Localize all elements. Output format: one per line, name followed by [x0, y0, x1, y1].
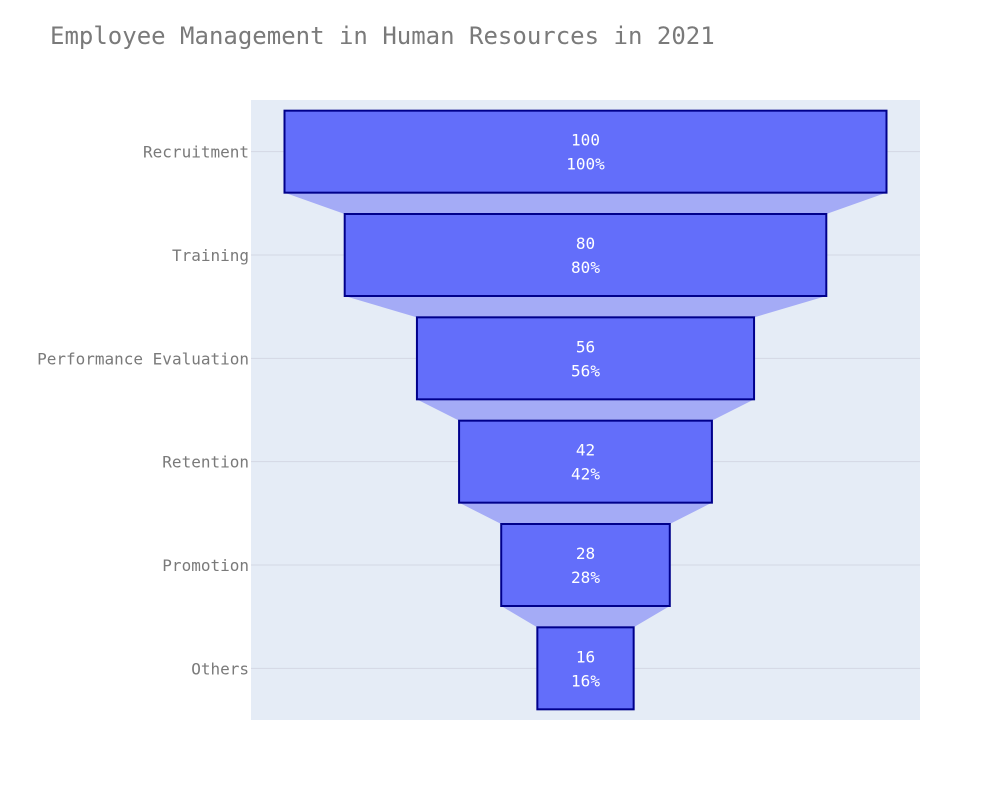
bar-percent-label: 42%: [571, 465, 600, 484]
funnel-connector: [344, 296, 827, 318]
bar-value-label: 80: [576, 234, 595, 253]
bar-value-label: 42: [576, 441, 595, 460]
bar-value-label: 16: [576, 647, 595, 666]
chart-title: Employee Management in Human Resources i…: [50, 22, 715, 50]
bar-percent-label: 16%: [571, 671, 600, 690]
funnel-connector: [416, 399, 755, 421]
bar-percent-label: 28%: [571, 568, 600, 587]
y-tick-label: Performance Evaluation: [37, 349, 249, 368]
funnel-bar: [458, 419, 713, 504]
funnel-bar: [283, 109, 888, 194]
funnel-connector: [501, 606, 670, 628]
y-tick-label: Others: [191, 659, 249, 678]
funnel-bar: [500, 523, 671, 607]
funnel-bar: [536, 626, 635, 711]
y-tick-label: Retention: [162, 453, 249, 472]
y-tick-label: Recruitment: [143, 143, 249, 162]
bar-value-label: 100: [571, 131, 600, 150]
y-tick-label: Training: [172, 246, 249, 265]
y-tick-label: Promotion: [162, 556, 249, 575]
bar-percent-label: 100%: [566, 155, 605, 174]
funnel-connectors: [284, 192, 887, 628]
funnel-connector: [284, 192, 887, 214]
bar-value-label: 56: [576, 337, 595, 356]
bar-percent-label: 56%: [571, 361, 600, 380]
funnel-bars: 100 100% 80 80% 56 56% 42 42% 28 28% 16 16%: [283, 109, 888, 711]
y-axis-tick-labels: Recruitment Training Performance Evaluatio…: [37, 143, 249, 679]
funnel-connector: [459, 502, 712, 524]
bar-percent-label: 80%: [571, 258, 600, 277]
bar-value-label: 28: [576, 544, 595, 563]
funnel-bar: [343, 213, 828, 297]
funnel-bar: [415, 316, 756, 401]
